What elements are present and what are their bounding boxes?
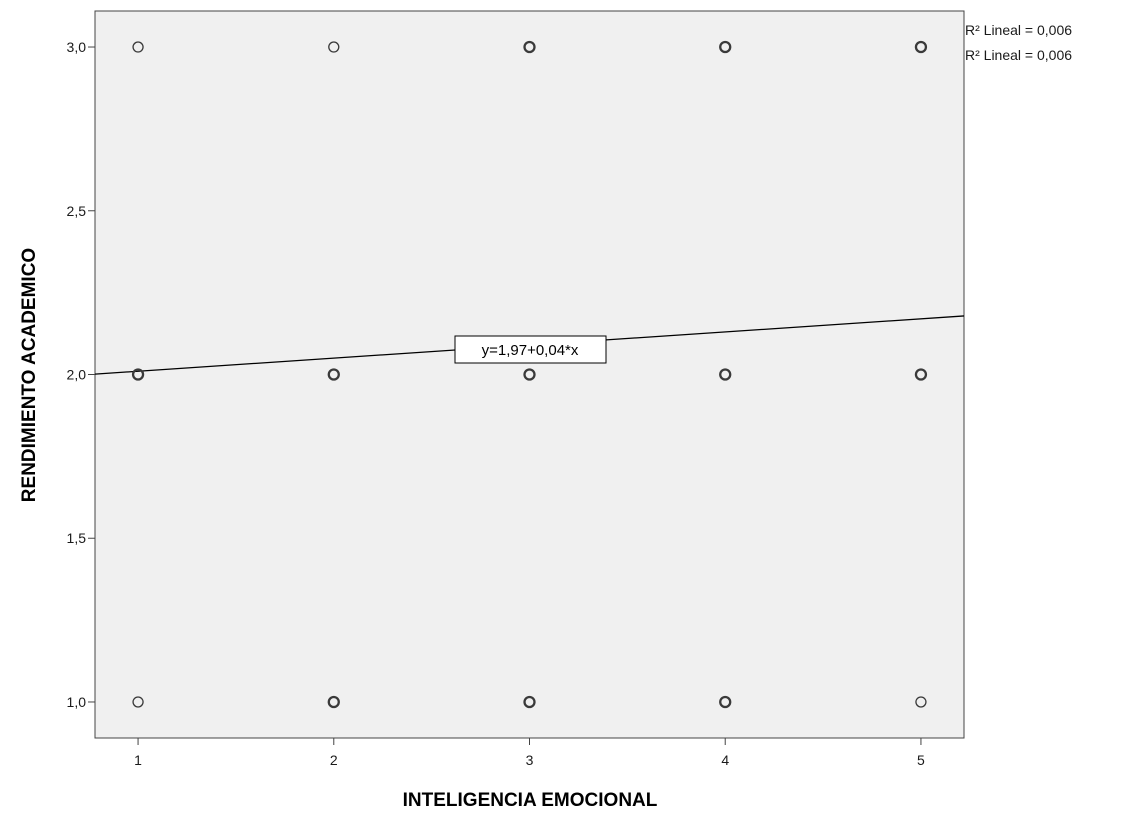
- x-tick-label: 2: [330, 752, 338, 768]
- data-points: [131, 40, 928, 709]
- data-point: [328, 41, 340, 53]
- y-tick-label: 3,0: [67, 39, 87, 55]
- legend: R² Lineal = 0,006 R² Lineal = 0,006: [965, 22, 1072, 63]
- y-axis-ticks: 1,0 1,5 2,0 2,5 3,0: [67, 39, 95, 710]
- x-tick-label: 3: [526, 752, 534, 768]
- equation-box: [454, 335, 607, 364]
- data-point: [131, 368, 145, 381]
- x-tick-label: 4: [721, 752, 729, 768]
- data-point: [915, 696, 927, 708]
- data-point: [523, 368, 536, 381]
- y-axis-title: RENDIMIENTO ACADEMICO: [19, 248, 40, 502]
- data-point: [327, 368, 340, 381]
- equation-text: y=1,97+0,04*x: [482, 342, 579, 359]
- data-point: [523, 695, 536, 709]
- plot-area: [94, 10, 965, 739]
- x-tick-label: 1: [134, 752, 142, 768]
- equation-label: y=1,97+0,04*x: [454, 335, 607, 364]
- data-point: [327, 695, 340, 709]
- data-point: [719, 368, 732, 381]
- y-tick-label: 2,5: [67, 203, 87, 219]
- x-axis-title: INTELIGENCIA EMOCIONAL: [403, 790, 658, 811]
- x-axis-ticks: 1 2 3 4 5: [134, 738, 925, 768]
- x-tick-label: 5: [917, 752, 925, 768]
- data-point: [719, 40, 732, 54]
- legend-entry: R² Lineal = 0,006: [965, 47, 1072, 63]
- data-point: [719, 695, 732, 709]
- legend-entry: R² Lineal = 0,006: [965, 22, 1072, 38]
- y-tick-label: 1,5: [67, 530, 87, 546]
- data-point: [132, 696, 144, 708]
- data-point: [914, 40, 928, 54]
- data-point: [914, 368, 928, 381]
- y-tick-label: 1,0: [67, 694, 87, 710]
- data-point: [132, 41, 144, 53]
- data-point: [523, 40, 536, 54]
- y-tick-label: 2,0: [67, 367, 87, 383]
